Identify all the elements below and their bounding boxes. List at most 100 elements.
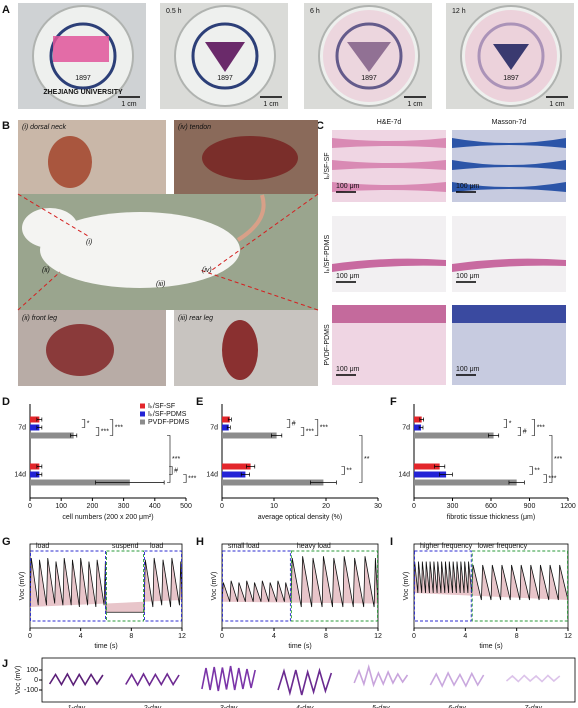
error-bar xyxy=(36,472,43,477)
logo-ring xyxy=(49,22,117,90)
significance: *** xyxy=(306,428,314,435)
x-axis-label: average optical density (%) xyxy=(258,514,342,521)
photo-label: (iii) rear leg xyxy=(178,315,213,322)
bracket xyxy=(341,466,345,475)
significance: ** xyxy=(364,456,370,463)
x-tick-label: 10 xyxy=(270,503,278,510)
tissue-band xyxy=(452,258,566,272)
logo-ring xyxy=(335,22,403,90)
bar xyxy=(414,424,422,431)
time-label: 6 h xyxy=(310,8,320,15)
bracket xyxy=(167,435,171,483)
site-marker: (iii) xyxy=(156,281,165,288)
bar xyxy=(222,424,229,431)
bar xyxy=(414,479,517,486)
error-bar xyxy=(419,417,424,422)
bracket xyxy=(169,466,173,475)
x-tick-label: 8 xyxy=(129,633,133,640)
bar xyxy=(30,416,40,423)
time-label: 12 h xyxy=(452,8,466,15)
x-tick-label: 600 xyxy=(485,503,497,510)
bracket xyxy=(300,427,305,436)
row-label: Iₖ/SF-PDMS xyxy=(324,234,331,273)
panel-label: H xyxy=(196,536,204,548)
significance: *** xyxy=(554,456,562,463)
row-label: Iₖ/SF-SF xyxy=(324,152,331,179)
tissue xyxy=(202,136,298,180)
region-label: suspend xyxy=(112,543,139,550)
dish-text: 1897 xyxy=(75,75,91,82)
region-label: load xyxy=(150,543,163,550)
error-bar xyxy=(227,417,232,422)
signal-line xyxy=(413,561,569,601)
x-tick-label: 8 xyxy=(515,633,519,640)
scale-label: 100 μm xyxy=(456,273,480,280)
signal-line xyxy=(505,674,561,683)
legend-swatch xyxy=(140,419,145,425)
bar xyxy=(30,432,74,439)
x-tick-label: 0 xyxy=(412,633,416,640)
x-tick-label: 100 xyxy=(55,503,67,510)
time-label: 0.5 h xyxy=(166,8,182,15)
bar xyxy=(30,479,130,486)
micrograph xyxy=(332,216,446,292)
plot-frame xyxy=(29,543,183,629)
scale-label: 100 μm xyxy=(336,273,360,280)
bar xyxy=(222,463,251,470)
day-label: 5-day xyxy=(372,705,390,708)
y-axis-label: Voc (mV) xyxy=(19,572,26,601)
bracket xyxy=(109,419,114,436)
bracket xyxy=(531,419,535,436)
plot-frame xyxy=(221,543,379,629)
photo-label: (ii) front leg xyxy=(22,315,57,322)
x-tick-label: 0 xyxy=(28,633,32,640)
error-bar xyxy=(271,433,283,438)
x-tick-label: 4 xyxy=(272,633,276,640)
significance: * xyxy=(87,420,90,427)
error-bar xyxy=(95,480,165,485)
error-bar xyxy=(70,433,78,438)
column-label: Masson-7d xyxy=(492,119,527,126)
bar xyxy=(414,471,447,478)
panel-label: F xyxy=(390,396,397,408)
tissue xyxy=(48,136,92,188)
bar xyxy=(414,416,422,423)
panel-label: E xyxy=(196,396,203,408)
significance: *** xyxy=(188,475,196,482)
guide xyxy=(17,271,61,311)
error-bar xyxy=(508,480,525,485)
bracket xyxy=(314,419,319,436)
signal-line xyxy=(429,671,485,688)
rat xyxy=(40,212,240,288)
x-tick-label: 12 xyxy=(178,633,186,640)
rat-tail xyxy=(236,194,266,242)
legend-label: Iₖ/SF-PDMS xyxy=(148,411,187,418)
x-tick-label: 200 xyxy=(87,503,99,510)
bar xyxy=(222,479,324,486)
bar xyxy=(30,424,40,431)
error-bar xyxy=(36,417,43,422)
day-label: 2-day xyxy=(143,705,162,708)
bar xyxy=(222,471,246,478)
dish-text: 1897 xyxy=(217,75,233,82)
region-box xyxy=(290,550,378,622)
micrograph xyxy=(452,216,566,292)
region-box xyxy=(106,550,144,622)
legend-label: Iₖ/SF-SF xyxy=(148,403,175,410)
signal-line xyxy=(48,672,104,687)
x-tick-label: 500 xyxy=(180,503,192,510)
significance: *** xyxy=(537,424,545,431)
tissue-band xyxy=(332,258,446,272)
tissue-band xyxy=(452,160,566,170)
y-axis-label: Voc (mV) xyxy=(211,572,218,601)
region-label: heavy load xyxy=(297,543,331,550)
pink-tint xyxy=(323,10,415,102)
significance: *** xyxy=(172,456,180,463)
x-tick-label: 12 xyxy=(374,633,382,640)
error-bar xyxy=(36,425,43,430)
signal-line xyxy=(29,557,183,613)
y-tick-label: 100 xyxy=(26,667,38,674)
signal-line xyxy=(201,665,256,692)
